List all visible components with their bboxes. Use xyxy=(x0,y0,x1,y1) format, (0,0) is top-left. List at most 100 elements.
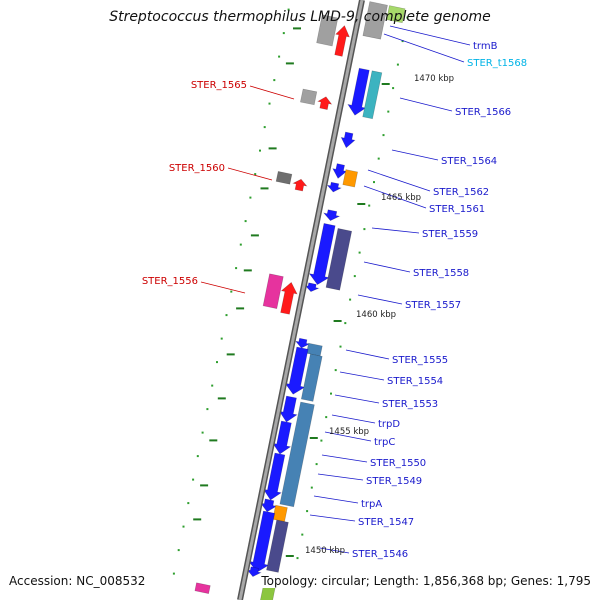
gene-feature xyxy=(340,131,356,149)
leader-line xyxy=(383,33,465,63)
gene-label[interactable]: STER_1547 xyxy=(358,517,414,528)
gene-label[interactable]: STER_1555 xyxy=(392,355,448,366)
tick-dot xyxy=(310,486,313,489)
tick-dot xyxy=(363,228,366,231)
leader-line xyxy=(313,495,359,504)
gene-label[interactable]: STER_1564 xyxy=(441,156,497,167)
tick-dot xyxy=(187,502,190,505)
leader-line xyxy=(391,149,439,161)
tick-dot xyxy=(401,40,404,43)
gene-feature xyxy=(347,67,370,116)
gene-feature xyxy=(278,395,298,423)
gene-label[interactable]: STER_1556 xyxy=(142,276,198,287)
gene-feature xyxy=(322,209,341,221)
minor-tick-dots xyxy=(172,8,409,583)
tick-dot xyxy=(349,298,352,301)
accession-label: Accession: NC_008532 xyxy=(7,574,148,588)
leader-line xyxy=(357,294,403,305)
tick-dot xyxy=(368,204,371,207)
leader-line xyxy=(399,97,453,112)
gene-label[interactable]: STER_t1568 xyxy=(467,58,527,69)
gene-feature xyxy=(262,273,284,309)
gene-label[interactable]: STER_1562 xyxy=(433,187,489,198)
gene-feature xyxy=(306,342,323,357)
tick-dot xyxy=(273,79,276,82)
tick-dot xyxy=(220,337,223,340)
gene-feature xyxy=(294,337,311,349)
tick-dot xyxy=(339,345,342,348)
gene-label[interactable]: STER_1565 xyxy=(191,80,247,91)
tick-dot xyxy=(249,196,252,199)
gene-label[interactable]: trmB xyxy=(473,41,498,52)
tick-dot xyxy=(278,55,281,58)
page-title: Streptococcus thermophilus LMD-9, comple… xyxy=(109,9,491,25)
gene-label[interactable]: STER_1560 xyxy=(169,163,225,174)
tick-dot xyxy=(382,134,385,137)
label-leader-lines xyxy=(200,25,471,554)
gene-feature xyxy=(284,346,309,395)
gene-feature xyxy=(326,181,343,193)
leader-line xyxy=(321,454,368,463)
tick-dot xyxy=(216,361,218,364)
tick-dot xyxy=(201,431,204,434)
tick-dot xyxy=(373,181,375,184)
tick-dot xyxy=(282,32,285,35)
tick-dot xyxy=(230,290,233,293)
tick-dot xyxy=(254,173,257,176)
gene-label[interactable]: trpA xyxy=(361,499,382,510)
gene-label[interactable]: trpD xyxy=(378,419,400,430)
tick-dot xyxy=(287,8,290,11)
gene-feature xyxy=(246,566,262,577)
gene-feature xyxy=(332,163,348,179)
tick-dot xyxy=(353,275,356,278)
gene-label[interactable]: STER_1557 xyxy=(405,300,461,311)
gene-label[interactable]: STER_1561 xyxy=(429,204,485,215)
gene-feature xyxy=(334,25,350,57)
tick-dot xyxy=(235,267,238,270)
tick-dot xyxy=(377,157,380,160)
gene-feature xyxy=(248,510,276,573)
gene-feature xyxy=(342,169,358,188)
tick-dot xyxy=(177,549,180,552)
tick-dot xyxy=(325,416,328,419)
gene-label[interactable]: STER_1558 xyxy=(413,268,469,279)
gene-feature xyxy=(262,452,286,501)
tick-dot xyxy=(396,63,399,66)
genome-summary: Topology: circular; Length: 1,856,368 bp… xyxy=(259,574,593,588)
gene-label[interactable]: trpC xyxy=(374,437,395,448)
tick-dot xyxy=(406,16,409,19)
position-marker: 1465 kbp xyxy=(381,193,421,203)
gene-label[interactable]: STER_1546 xyxy=(352,549,408,560)
leader-line xyxy=(367,169,431,192)
gene-feature xyxy=(272,420,292,455)
gene-feature xyxy=(317,96,333,110)
leader-line xyxy=(227,167,273,181)
gene-label[interactable]: STER_1566 xyxy=(455,107,511,118)
tick-dot xyxy=(315,463,318,466)
tick-dot xyxy=(263,126,266,129)
tick-dot xyxy=(211,384,214,387)
leader-line xyxy=(324,431,372,442)
tick-dot xyxy=(206,408,209,411)
position-marker: 1450 kbp xyxy=(305,546,345,556)
position-marker: 1455 kbp xyxy=(329,427,369,437)
position-marker: 1470 kbp xyxy=(414,74,454,84)
tick-dot xyxy=(392,87,395,90)
leader-line xyxy=(389,25,471,46)
leader-line xyxy=(371,227,420,234)
gene-label[interactable]: STER_1549 xyxy=(366,476,422,487)
gene-features xyxy=(194,1,406,600)
tick-dot xyxy=(296,557,299,560)
major-tick-dashes xyxy=(193,27,390,557)
gene-feature xyxy=(260,498,278,513)
gene-label[interactable]: STER_1554 xyxy=(387,376,443,387)
gene-feature xyxy=(266,519,289,573)
gene-label[interactable]: STER_1559 xyxy=(422,229,478,240)
gene-feature xyxy=(300,353,323,402)
gene-feature xyxy=(275,171,293,185)
gene-label[interactable]: STER_1550 xyxy=(370,458,426,469)
gene-feature xyxy=(194,582,211,594)
gene-label[interactable]: STER_1553 xyxy=(382,399,438,410)
gene-feature xyxy=(362,70,383,120)
